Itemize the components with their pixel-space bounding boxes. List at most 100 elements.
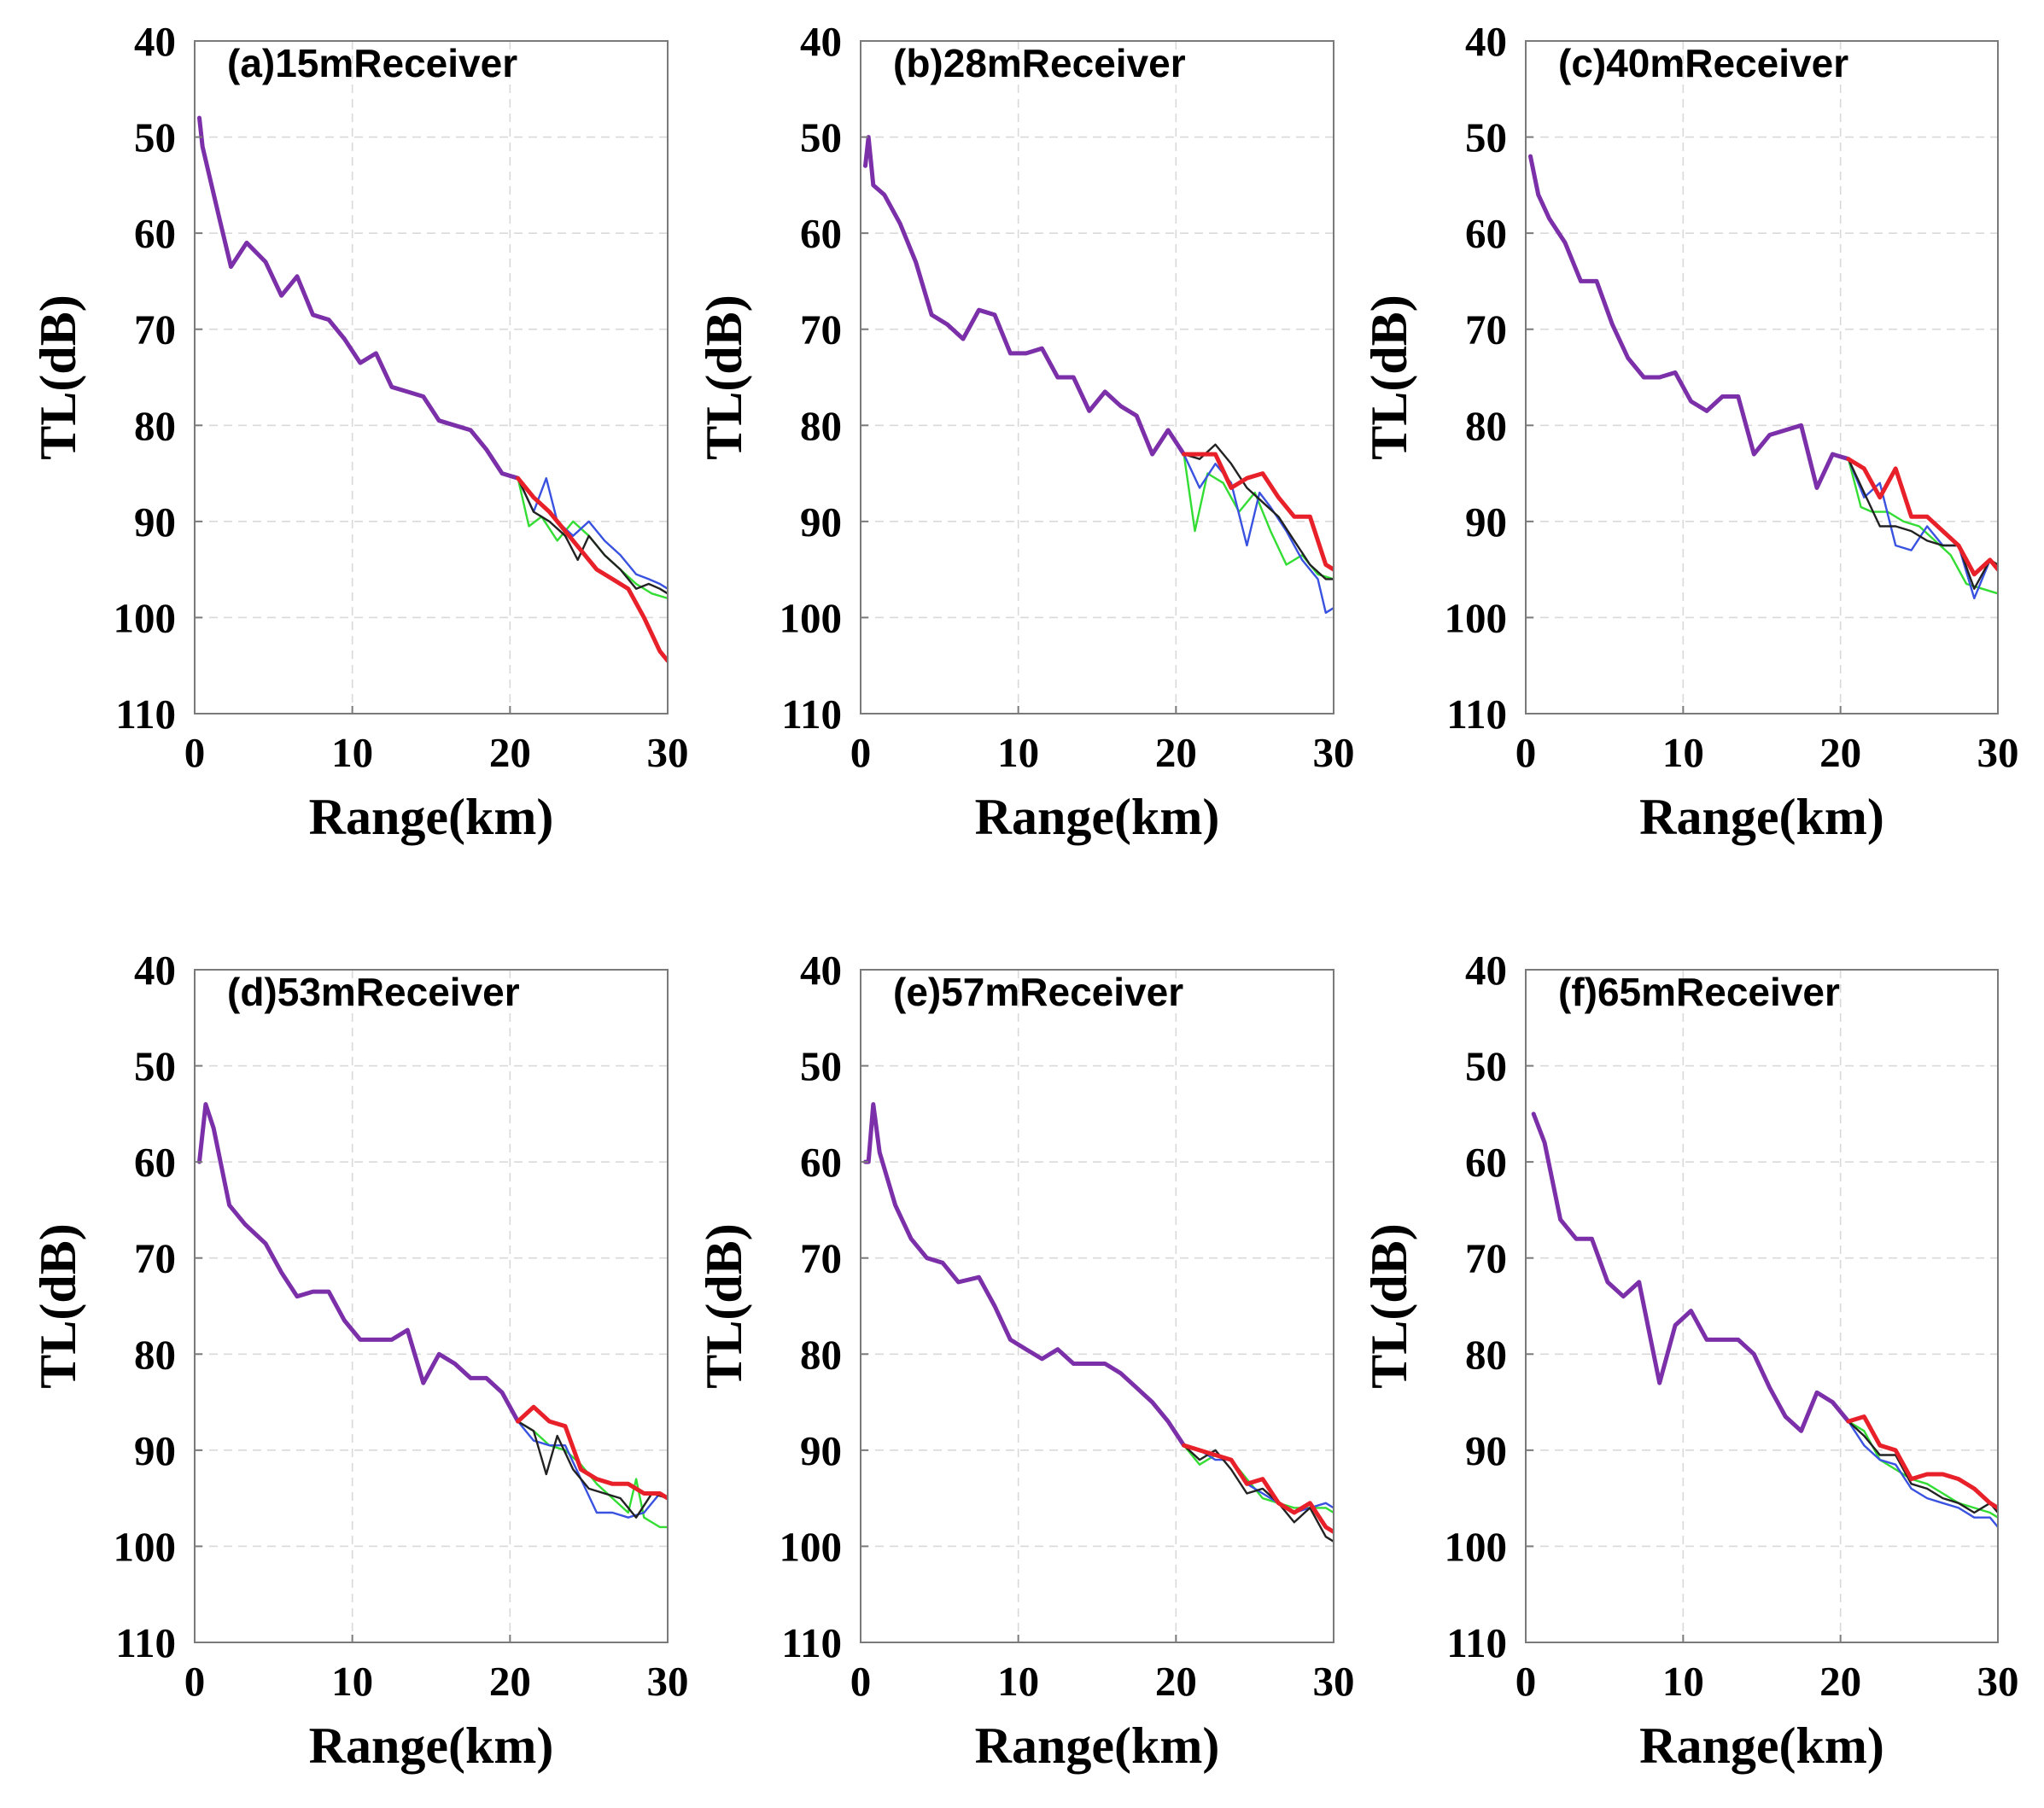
y-tick-label: 90 (1465, 499, 1507, 545)
y-tick-label: 40 (134, 947, 176, 994)
x-tick-label: 30 (647, 729, 689, 776)
series-group (863, 1102, 1334, 1543)
series-line-blue (1183, 1443, 1334, 1514)
panel-a: 0 10 20 30 40 50 60 70 80 90 100 110 Range(km) TL(dB)… (30, 18, 689, 845)
panel-title: (a)15mReceiver (227, 41, 517, 85)
y-tick-label: 40 (134, 18, 176, 65)
y-axis-label: TL(dB) (30, 295, 86, 459)
panel-b: 0 10 20 30 40 50 60 70 80 90 100 110 Range(km) TL(dB)… (696, 18, 1355, 845)
x-tick-label: 0 (850, 1658, 872, 1705)
y-tick-label: 60 (1465, 210, 1507, 257)
plot-frame (1525, 40, 1999, 714)
y-tick-label: 110 (115, 691, 176, 738)
x-tick-label: 10 (1662, 1658, 1704, 1705)
series-line-blue (517, 1420, 668, 1519)
plot-frame (194, 969, 669, 1643)
y-tick-label: 70 (800, 1235, 842, 1282)
series-line-purple (863, 1102, 1187, 1448)
y-tick-label: 60 (800, 210, 842, 257)
series-line-blue (1183, 452, 1334, 614)
y-axis-label: TL(dB) (696, 1223, 752, 1388)
y-tick-label: 80 (800, 402, 842, 449)
y-tick-label: 80 (134, 1331, 176, 1378)
series-line-black (1847, 458, 1998, 590)
y-tick-label: 90 (1465, 1427, 1507, 1474)
x-axis-label: Range(km) (1639, 1718, 1884, 1774)
series-group (863, 135, 1334, 614)
series-line-red (1846, 1414, 1998, 1510)
plot-frame (860, 969, 1334, 1643)
plot-frame (194, 40, 669, 714)
series-line-red (516, 1404, 668, 1501)
y-tick-label: 60 (134, 210, 176, 257)
plot-area (1526, 970, 1998, 1642)
y-axis-label: TL(dB) (1361, 295, 1417, 459)
x-tick-label: 20 (1819, 729, 1861, 776)
series-line-black (1847, 1420, 1998, 1514)
panel-title: (e)57mReceiver (893, 970, 1183, 1014)
y-axis-label: TL(dB) (30, 1223, 86, 1388)
series-line-red (1182, 1443, 1334, 1534)
y-tick-label: 110 (781, 1619, 842, 1666)
series-line-black (1183, 443, 1334, 580)
y-tick-label: 110 (1446, 691, 1507, 738)
y-tick-label: 70 (1465, 306, 1507, 353)
series-line-blue (1847, 1420, 1998, 1529)
plot-area (195, 41, 668, 714)
series-line-red (516, 475, 668, 663)
x-tick-label: 30 (1977, 1658, 2019, 1705)
x-tick-label: 20 (489, 729, 531, 776)
x-axis-label: Range(km) (1639, 789, 1884, 845)
y-tick-label: 110 (781, 691, 842, 738)
panel-title: (c)40mReceiver (1558, 41, 1848, 85)
x-tick-label: 10 (1662, 729, 1704, 776)
x-axis-label: Range(km) (309, 789, 554, 845)
y-tick-label: 70 (134, 1235, 176, 1282)
x-tick-label: 10 (997, 1658, 1039, 1705)
series-line-black (517, 477, 668, 595)
plot-area (1526, 41, 1998, 714)
y-tick-label: 90 (800, 1427, 842, 1474)
series-group (1531, 1111, 1998, 1529)
panel-title: (b)28mReceiver (893, 41, 1186, 85)
y-tick-label: 80 (134, 402, 176, 449)
y-tick-label: 50 (134, 114, 176, 161)
x-tick-label: 0 (1515, 1658, 1537, 1705)
series-line-purple (197, 1102, 521, 1424)
series-group (197, 1102, 668, 1529)
series-line-red (1182, 452, 1334, 572)
y-tick-label: 40 (800, 18, 842, 65)
plot-area (195, 970, 668, 1642)
y-tick-label: 40 (1465, 947, 1507, 994)
series-line-green (517, 1420, 668, 1529)
x-tick-label: 20 (1155, 729, 1197, 776)
y-tick-label: 50 (1465, 114, 1507, 161)
panel-f: 0 10 20 30 40 50 60 70 80 90 100 110 Range(km) TL(dB)… (1361, 947, 2019, 1774)
y-tick-label: 100 (1445, 594, 1508, 641)
x-tick-label: 10 (331, 729, 373, 776)
y-tick-label: 100 (114, 1523, 177, 1570)
y-tick-label: 60 (800, 1139, 842, 1186)
series-line-black (517, 1420, 668, 1519)
y-tick-label: 110 (115, 1619, 176, 1666)
x-tick-label: 0 (850, 729, 872, 776)
series-line-red (1846, 457, 1998, 577)
y-tick-label: 80 (1465, 1331, 1507, 1378)
y-tick-label: 50 (1465, 1043, 1507, 1090)
x-tick-label: 20 (1155, 1658, 1197, 1705)
x-tick-label: 20 (1819, 1658, 1861, 1705)
y-tick-label: 100 (780, 594, 843, 641)
y-tick-label: 50 (134, 1043, 176, 1090)
plot-frame (1525, 969, 1999, 1643)
y-tick-label: 90 (134, 499, 176, 545)
x-tick-label: 20 (489, 1658, 531, 1705)
x-tick-label: 0 (184, 729, 206, 776)
x-tick-label: 30 (647, 1658, 689, 1705)
x-axis-label: Range(km) (309, 1718, 554, 1774)
y-tick-label: 70 (800, 306, 842, 353)
y-axis-label: TL(dB) (696, 295, 752, 459)
series-line-purple (197, 115, 521, 481)
y-tick-label: 40 (1465, 18, 1507, 65)
